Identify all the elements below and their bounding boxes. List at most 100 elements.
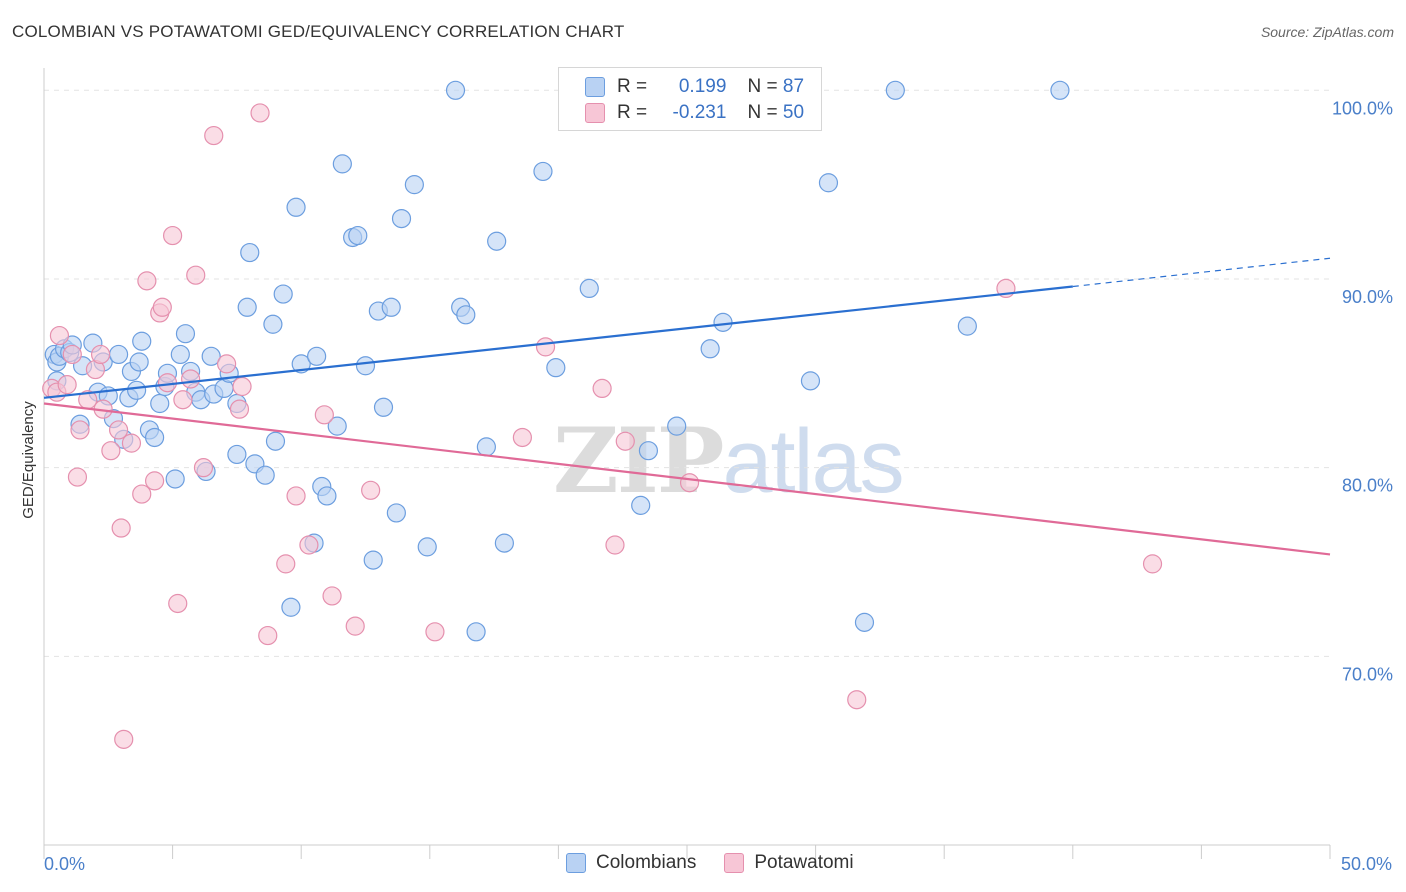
colombian-point (170, 344, 190, 365)
colombian-point (129, 352, 149, 372)
potawatomi-point (299, 535, 319, 555)
colombian-point (150, 393, 170, 414)
colombian-point (237, 297, 257, 317)
series-legend: Colombians Potawatomi (566, 852, 882, 874)
potawatomi-point (512, 427, 532, 448)
colombian-point (307, 346, 327, 366)
y-tick-label: 70.0% (1342, 664, 1393, 684)
legend-item-potawatomi[interactable]: Potawatomi (724, 852, 854, 874)
potawatomi-point (101, 441, 121, 461)
legend-n-value: 50 (782, 102, 805, 123)
colombian-point (700, 339, 720, 359)
trend-layer (43, 257, 1331, 556)
colombian-point (818, 173, 839, 193)
potawatomi-point (181, 369, 201, 389)
potawatomi-point (137, 271, 157, 291)
colombian-point (144, 427, 165, 448)
y-tick-label: 100.0% (1332, 98, 1393, 118)
potawatomi-point (90, 344, 111, 365)
colombian-point (165, 469, 185, 489)
colombian-point (494, 533, 514, 553)
potawatomi-point (322, 586, 342, 606)
legend-label-potawatomi: Potawatomi (754, 852, 854, 873)
potawatomi-trendline (43, 402, 1331, 556)
potawatomi-point (67, 467, 88, 487)
potawatomi-point (49, 325, 70, 346)
potawatomi-point (204, 125, 224, 146)
colombian-point (126, 380, 147, 400)
colombian-point (579, 278, 599, 299)
label-layer: 70.0% 80.0% 90.0% 100.0% 0.0% 50.0% GED/Equiva… (20, 98, 1393, 874)
potawatomi-point (605, 535, 625, 555)
colombians-swatch (566, 853, 586, 873)
y-axis-label: GED/Equivalency (20, 401, 37, 519)
colombian-point (476, 437, 496, 457)
potawatomi-point (229, 399, 250, 419)
potawatomi-point (847, 690, 867, 710)
potawatomi-point (217, 354, 237, 374)
colombian-point (286, 197, 306, 217)
colombian-point (317, 486, 337, 506)
legend-r-label: R = (617, 102, 648, 123)
colombian-point (263, 314, 283, 334)
colombian-point (800, 371, 821, 391)
colombians-swatch (585, 77, 605, 97)
colombian-point (373, 397, 394, 417)
colombian-point (391, 209, 412, 229)
chart-title: COLOMBIAN VS POTAWATOMI GED/EQUIVALENCY … (12, 22, 625, 41)
source-label: Source: ZipAtlas.com (1260, 24, 1394, 40)
potawatomi-point (163, 225, 183, 246)
x-tick-label: 50.0% (1341, 854, 1392, 874)
legend-label-colombians: Colombians (596, 852, 697, 873)
potawatomi-swatch (585, 103, 605, 123)
colombian-point (332, 154, 352, 174)
colombian-trendline (43, 285, 1073, 399)
legend-row-colombians: R = 0.199 N = 87 (585, 75, 804, 99)
colombian-point (363, 550, 383, 570)
colombian-point (386, 503, 406, 523)
legend-r-value: -0.231 (672, 102, 727, 123)
potawatomi-point (57, 375, 77, 395)
colombian-point (273, 284, 293, 304)
colombian-point (255, 465, 275, 485)
colombian-point (638, 441, 659, 461)
stats-legend: R = 0.199 N = 87 R = -0.231 N = 50 (558, 67, 822, 131)
colombian-point (355, 356, 376, 376)
potawatomi-point (286, 486, 306, 506)
potawatomi-point (232, 376, 252, 397)
colombian-point (631, 495, 651, 515)
axis-layer (43, 68, 1331, 859)
colombian-point (1050, 80, 1070, 100)
colombian-point (885, 80, 905, 100)
legend-r-label: R = (617, 76, 648, 97)
potawatomi-point (258, 625, 278, 646)
potawatomi-point (193, 458, 214, 478)
potawatomi-point (361, 480, 381, 500)
legend-n-label: N = (747, 76, 778, 97)
potawatomi-point (592, 378, 612, 399)
colombian-point (445, 80, 466, 100)
colombian-point (265, 431, 286, 451)
potawatomi-point (314, 405, 334, 425)
colombian-point (201, 346, 221, 366)
colombian-point (281, 597, 301, 617)
potawatomi-swatch (724, 853, 745, 873)
colombian-point (132, 331, 152, 351)
colombian-point (291, 354, 311, 374)
legend-n-value: 87 (782, 76, 805, 97)
colombian-point (240, 242, 260, 263)
colombian-point (487, 231, 507, 251)
legend-r-value: 0.199 (678, 76, 727, 97)
potawatomi-point (111, 518, 131, 538)
y-tick-label: 80.0% (1342, 476, 1393, 496)
potawatomi-point (276, 554, 296, 574)
y-tick-label: 90.0% (1342, 287, 1393, 307)
potawatomi-point (152, 297, 172, 317)
potawatomi-point (535, 337, 556, 357)
colombian-point (667, 416, 687, 436)
potawatomi-point (250, 103, 270, 123)
colombian-point (533, 161, 553, 182)
colombian-trendline-extension (1072, 257, 1331, 288)
legend-row-potawatomi: R = -0.231 N = 50 (585, 101, 804, 125)
legend-item-colombians[interactable]: Colombians (566, 852, 696, 874)
